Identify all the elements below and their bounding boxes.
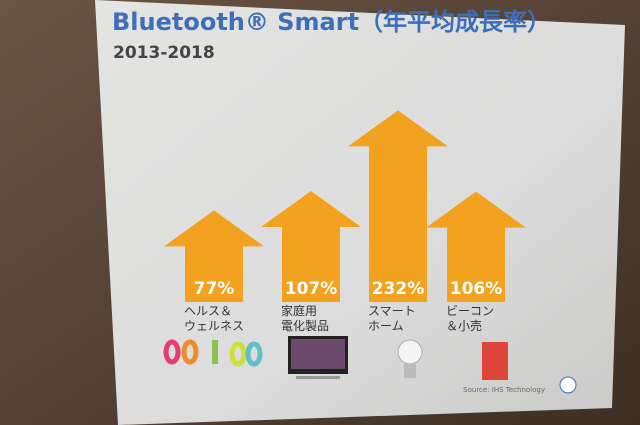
category-label: ヘルス＆ ウェルネス (184, 304, 245, 333)
category-label: 家庭用 電化製品 (281, 304, 330, 333)
category-label: スマート ホーム (368, 304, 416, 333)
tv (288, 336, 348, 379)
bluetooth-logo (559, 376, 577, 394)
value-label: 77% (194, 279, 235, 299)
slide (95, 0, 625, 425)
arrow (426, 191, 526, 302)
arrow (261, 190, 361, 302)
subtitle: 2013-2018 (113, 43, 215, 63)
value-label: 106% (450, 279, 503, 299)
value-label: 107% (285, 279, 338, 299)
beacon (482, 342, 508, 380)
value-label: 232% (372, 279, 425, 299)
title: Bluetooth® Smart（年平均成長率） (112, 8, 551, 36)
bulb (397, 339, 423, 378)
source: Source: IHS Technology (463, 386, 545, 394)
arrow (164, 210, 264, 302)
wristbands (163, 339, 263, 367)
category-label: ビーコン ＆小売 (446, 304, 495, 333)
arrow (348, 110, 448, 302)
